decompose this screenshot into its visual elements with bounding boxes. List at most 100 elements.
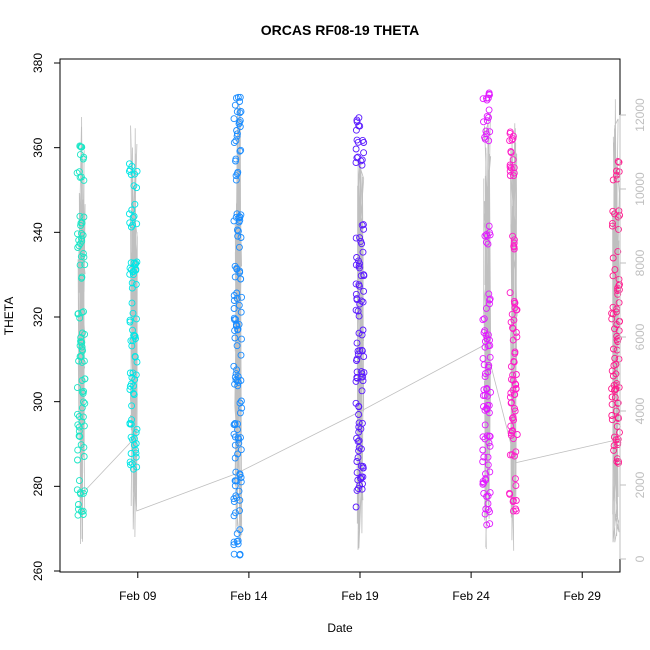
theta-point-0-1-5 xyxy=(80,453,88,460)
theta-point-4-2-3 xyxy=(485,222,493,230)
theta-point-3-0-25 xyxy=(355,403,363,411)
theta-point-1-3-5 xyxy=(125,167,133,175)
theta-point-4-1-1 xyxy=(486,300,493,308)
theta-point-3-1-23 xyxy=(359,326,367,334)
theta-point-1-1-37 xyxy=(126,386,134,393)
theta-point-4-3-8 xyxy=(485,106,493,114)
theta-point-4-3-17 xyxy=(485,89,493,97)
theta-point-5-0-1 xyxy=(512,497,520,504)
theta-point-3-1-37 xyxy=(356,264,363,272)
theta-point-2-1-47 xyxy=(237,377,245,384)
theta-point-1-0-17 xyxy=(127,433,135,441)
theta-point-1-1-13 xyxy=(127,337,135,345)
theta-point-5-1-6 xyxy=(509,427,517,435)
theta-point-4-2-4 xyxy=(484,240,492,248)
theta-point-5-2-12 xyxy=(506,289,514,297)
theta-point-1-1-10 xyxy=(129,309,137,317)
theta-point-0-2-26 xyxy=(77,337,85,345)
theta-point-6-1-38 xyxy=(615,383,623,391)
theta-point-2-1-17 xyxy=(230,430,238,438)
theta-point-4-3-6 xyxy=(481,135,489,143)
theta-point-0-3-13 xyxy=(76,212,84,220)
theta-point-6-0-18 xyxy=(610,446,618,454)
theta-point-2-1-56 xyxy=(230,362,238,370)
theta-point-0-0-8 xyxy=(76,489,84,497)
theta-point-2-1-58 xyxy=(230,305,238,312)
theta-point-2-3-22 xyxy=(236,93,244,101)
theta-point-4-1-9 xyxy=(486,342,494,350)
theta-point-3-0-15 xyxy=(355,447,363,455)
theta-point-5-1-5 xyxy=(509,413,517,421)
theta-point-3-1-0 xyxy=(352,377,360,385)
theta-point-4-1-16 xyxy=(481,370,489,378)
theta-point-3-1-36 xyxy=(354,350,362,358)
x-tick-label-4: Feb 29 xyxy=(564,589,602,603)
theta-point-4-1-22 xyxy=(485,361,493,369)
theta-point-1-1-5 xyxy=(128,284,136,292)
theta-point-3-3-16 xyxy=(355,122,363,130)
theta-point-3-3-13 xyxy=(360,149,368,157)
theta-point-6-3-0 xyxy=(609,176,617,184)
theta-point-5-2-9 xyxy=(510,358,518,365)
theta-point-2-1-40 xyxy=(238,335,245,343)
theta-point-3-1-31 xyxy=(352,280,360,288)
x-tick-label-0: Feb 09 xyxy=(119,589,157,603)
theta-point-5-1-17 xyxy=(511,404,518,412)
theta-point-0-1-11 xyxy=(81,399,89,407)
theta-point-0-3-1 xyxy=(76,261,84,269)
theta-point-5-4-15 xyxy=(510,169,518,177)
theta-point-2-1-46 xyxy=(231,273,239,281)
x-tick-label-3: Feb 24 xyxy=(452,589,490,603)
theta-point-4-1-3 xyxy=(479,316,487,324)
theta-point-4-0-24 xyxy=(486,489,494,497)
theta-point-2-0-14 xyxy=(234,537,242,545)
theta-point-3-1-26 xyxy=(353,374,361,382)
theta-point-2-2-6 xyxy=(235,243,243,251)
theta-point-1-1-31 xyxy=(130,267,137,275)
plot-frame xyxy=(59,58,621,573)
axis-layer: 260 280 300 320 340 360 380 0 2000 4000 6000 8000 10… xyxy=(31,53,647,603)
theta-point-1-2-8 xyxy=(129,214,137,221)
theta-point-0-2-3 xyxy=(76,314,84,322)
theta-point-2-1-12 xyxy=(231,334,239,342)
theta-point-0-2-22 xyxy=(78,329,86,337)
theta-point-0-3-17 xyxy=(78,237,86,245)
y-tick-label-6: 380 xyxy=(31,53,45,73)
theta-point-2-3-9 xyxy=(236,147,244,155)
theta-point-2-3-11 xyxy=(232,176,240,184)
altitude-layer xyxy=(77,99,620,551)
theta-point-0-2-11 xyxy=(78,308,86,316)
theta-point-5-4-8 xyxy=(510,172,518,180)
theta-point-6-1-36 xyxy=(615,327,623,335)
theta-point-1-1-12 xyxy=(126,316,134,324)
theta-point-1-0-10 xyxy=(127,461,134,469)
theta-point-4-3-1 xyxy=(479,95,487,103)
theta-point-3-0-2 xyxy=(355,443,363,451)
theta-point-2-3-2 xyxy=(231,101,239,109)
x-tick-label-2: Feb 19 xyxy=(341,589,379,603)
theta-point-5-4-14 xyxy=(506,137,514,145)
theta-point-3-1-6 xyxy=(358,346,366,354)
theta-point-5-3-5 xyxy=(509,232,517,240)
theta-point-5-2-28 xyxy=(509,336,517,344)
theta-point-4-1-23 xyxy=(486,295,494,303)
theta-point-6-1-26 xyxy=(614,248,622,256)
theta-point-5-2-27 xyxy=(511,349,519,357)
theta-point-1-0-3 xyxy=(126,458,134,466)
theta-point-0-0-4 xyxy=(74,501,82,508)
theta-point-3-2-2 xyxy=(352,234,360,242)
theta-point-4-0-34 xyxy=(484,453,492,461)
theta-point-5-2-10 xyxy=(512,371,520,378)
theta-point-6-1-41 xyxy=(608,393,616,401)
theta-point-2-3-24 xyxy=(233,132,241,140)
theta-point-5-0-5 xyxy=(512,482,520,490)
theta-point-0-0-7 xyxy=(81,487,88,495)
theta-point-0-2-13 xyxy=(74,310,82,318)
theta-point-5-2-23 xyxy=(506,393,514,401)
theta-point-0-1-15 xyxy=(75,427,83,435)
theta-point-3-1-11 xyxy=(353,339,361,347)
theta-point-2-3-25 xyxy=(233,130,241,138)
theta-point-4-0-8 xyxy=(486,442,494,450)
theta-point-2-0-23 xyxy=(232,477,239,485)
theta-point-5-4-3 xyxy=(507,149,515,157)
